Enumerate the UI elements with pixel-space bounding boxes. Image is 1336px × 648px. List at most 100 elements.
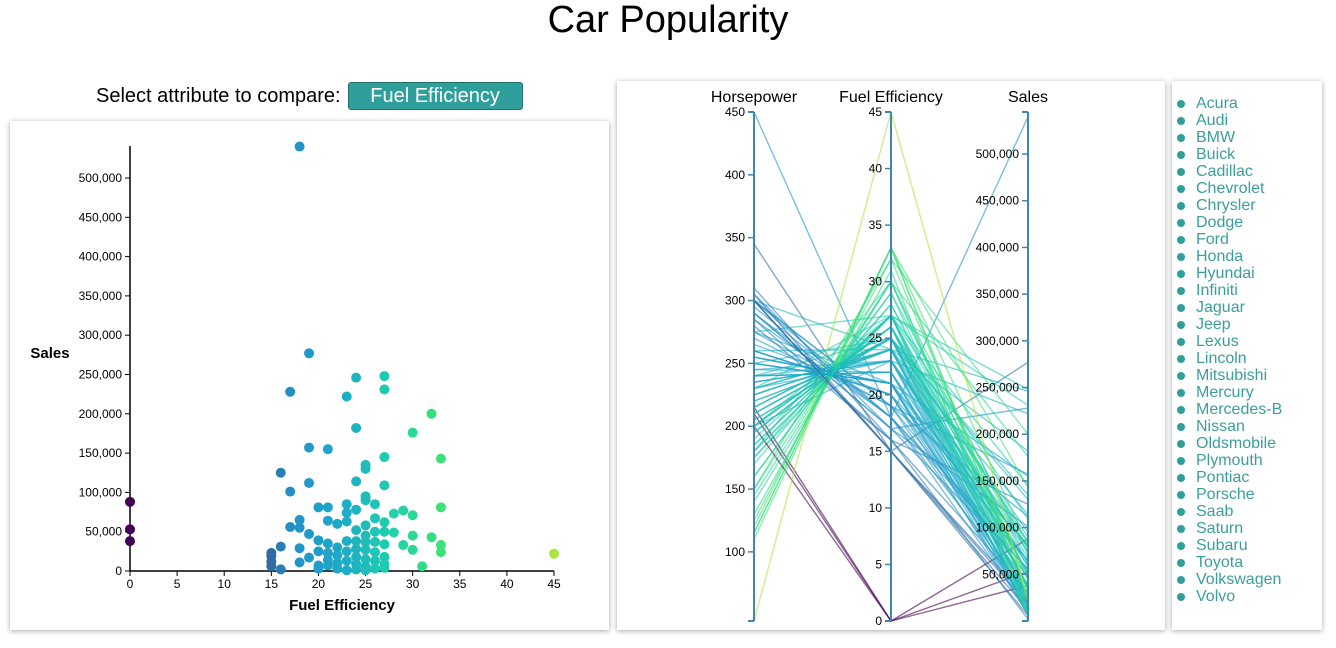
legend-item-label: Honda	[1196, 247, 1244, 265]
legend-dot-icon	[1177, 524, 1185, 533]
legend-item[interactable]: Acura	[1177, 95, 1322, 112]
attribute-select-label: Select attribute to compare:	[96, 84, 341, 107]
scatter-point	[360, 536, 371, 547]
legend-item[interactable]: Dodge	[1177, 214, 1322, 231]
scatter-point	[388, 527, 399, 538]
legend-item-label: Buick	[1196, 145, 1236, 163]
legend-item[interactable]: Jeep	[1177, 316, 1322, 333]
scatter-point	[369, 536, 380, 547]
x-tick-label: 45	[547, 577, 561, 591]
scatter-point	[313, 535, 324, 546]
legend-dot-icon	[1177, 286, 1185, 295]
scatter-point	[435, 453, 446, 464]
scatter-point	[369, 513, 380, 524]
legend-item[interactable]: Jaguar	[1177, 299, 1322, 316]
legend-dot-icon	[1177, 473, 1185, 482]
pc-tick-label: 45	[869, 105, 883, 119]
scatter-point	[275, 541, 286, 552]
legend-item-label: Ford	[1196, 230, 1229, 248]
scatter-point	[285, 386, 296, 397]
legend-item[interactable]: Cadillac	[1177, 163, 1322, 180]
scatter-point	[294, 141, 305, 152]
y-tick-label: 0	[115, 564, 122, 578]
scatter-point	[351, 504, 362, 515]
attribute-selector: Select attribute to compare: Fuel Effici…	[96, 81, 523, 111]
pc-tick-label: 250	[725, 356, 745, 370]
legend-item[interactable]: Mercedes-B	[1177, 401, 1322, 418]
legend-item-label: Jaguar	[1196, 298, 1245, 316]
legend-dot-icon	[1177, 201, 1185, 210]
scatter-point	[369, 526, 380, 537]
scatter-point	[294, 557, 305, 568]
legend-dot-icon	[1177, 507, 1185, 516]
legend-item[interactable]: Infiniti	[1177, 282, 1322, 299]
legend-item[interactable]: Lexus	[1177, 333, 1322, 350]
legend-dot-icon	[1177, 575, 1185, 584]
legend-item[interactable]: BMW	[1177, 129, 1322, 146]
scatter-point	[351, 536, 362, 547]
legend-item-label: Porsche	[1196, 485, 1255, 503]
legend-item[interactable]: Saab	[1177, 503, 1322, 520]
legend-item[interactable]: Chevrolet	[1177, 180, 1322, 197]
legend-item[interactable]: Audi	[1177, 112, 1322, 129]
legend-panel: Acura Audi BMW Buick Cadillac Chevrolet Chrysl…	[1172, 81, 1322, 630]
scatter-point	[398, 505, 409, 516]
scatter-point	[313, 502, 324, 513]
pc-tick-label: 100	[725, 545, 745, 559]
legend-item-label: Dodge	[1196, 213, 1244, 231]
scatter-point	[351, 543, 362, 554]
legend-dot-icon	[1177, 541, 1185, 550]
pc-tick-label: 35	[869, 218, 883, 232]
y-tick-label: 150,000	[79, 446, 123, 460]
legend-item[interactable]: Hyundai	[1177, 265, 1322, 282]
scatter-point	[379, 551, 390, 562]
legend-item-label: Saturn	[1196, 519, 1244, 537]
y-tick-label: 350,000	[79, 289, 123, 303]
legend-item[interactable]: Porsche	[1177, 486, 1322, 503]
scatter-point	[369, 555, 380, 566]
legend-item[interactable]: Lincoln	[1177, 350, 1322, 367]
pc-tick-label: 40	[869, 162, 883, 176]
legend-item-label: Infiniti	[1196, 281, 1238, 299]
scatter-point	[360, 520, 371, 531]
legend-dot-icon	[1177, 184, 1185, 193]
legend-item[interactable]: Nissan	[1177, 418, 1322, 435]
legend-item[interactable]: Subaru	[1177, 537, 1322, 554]
x-tick-label: 15	[265, 577, 279, 591]
legend-item[interactable]: Saturn	[1177, 520, 1322, 537]
scatter-point	[304, 477, 315, 488]
x-tick-label: 5	[174, 577, 181, 591]
scatter-point	[285, 486, 296, 497]
legend-item-label: Toyota	[1196, 553, 1244, 571]
pc-tick-label: 50,000	[982, 567, 1019, 581]
legend-item-label: Lincoln	[1196, 349, 1247, 367]
scatter-point	[549, 548, 559, 559]
page-title: Car Popularity	[547, 0, 789, 41]
scatter-point	[332, 542, 343, 553]
pc-tick-label: 400	[725, 168, 745, 182]
legend-dot-icon	[1177, 303, 1185, 312]
scatter-point	[360, 544, 371, 555]
legend-item[interactable]: Oldsmobile	[1177, 435, 1322, 452]
legend-item[interactable]: Honda	[1177, 248, 1322, 265]
pc-tick-label: 300	[725, 294, 745, 308]
scatter-point	[388, 508, 399, 519]
legend-item[interactable]: Volkswagen	[1177, 571, 1322, 588]
scatter-point	[351, 372, 362, 383]
legend-item[interactable]: Chrysler	[1177, 197, 1322, 214]
legend-item[interactable]: Volvo	[1177, 588, 1322, 605]
legend-dot-icon	[1177, 116, 1185, 125]
legend-item[interactable]: Mitsubishi	[1177, 367, 1322, 384]
legend-item[interactable]: Mercury	[1177, 384, 1322, 401]
pc-tick-label: 300,000	[976, 334, 1020, 348]
legend-item-label: Lexus	[1196, 332, 1239, 350]
legend-item[interactable]: Ford	[1177, 231, 1322, 248]
legend-item[interactable]: Plymouth	[1177, 452, 1322, 469]
scatter-point	[322, 515, 333, 526]
legend-item[interactable]: Toyota	[1177, 554, 1322, 571]
legend-item[interactable]: Pontiac	[1177, 469, 1322, 486]
legend-dot-icon	[1177, 337, 1185, 346]
legend-item[interactable]: Buick	[1177, 146, 1322, 163]
attribute-select-button[interactable]: Fuel Efficiency	[347, 82, 523, 110]
scatter-point	[379, 517, 390, 528]
